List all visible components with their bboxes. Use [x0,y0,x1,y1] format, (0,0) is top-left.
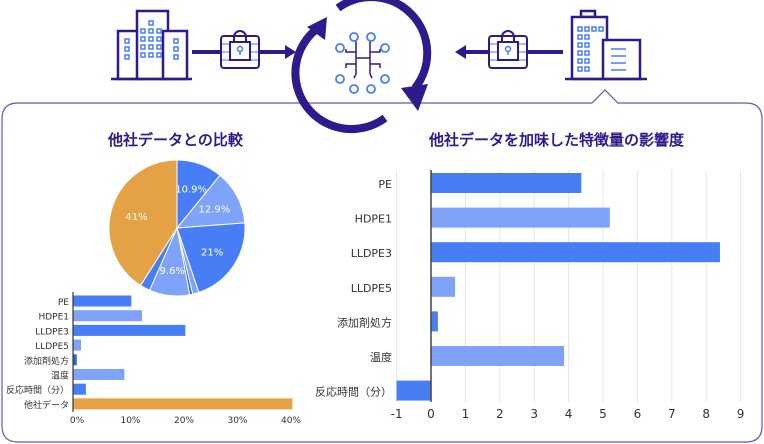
x-tick-label: 10% [120,416,140,426]
bar-label: HDPE1 [38,313,69,323]
bar-label: LLDPE5 [35,342,69,352]
x-tick-label: 20% [174,416,194,426]
bar-label: 添加剤処方 [24,355,69,367]
bar-label: 反応時間（分） [6,384,69,396]
bar-label: 温度 [370,350,392,364]
company-building-icon [111,9,192,81]
ai-circuit-icon [335,32,390,94]
encrypted-data-lock-icon-right [488,30,528,69]
x-tick-label: 4 [565,407,573,421]
encrypted-data-lock-icon [220,30,260,69]
bar-label: LLDPE3 [35,327,69,337]
bar-label: LLDPE3 [351,247,392,260]
bar [431,346,565,366]
bar [431,311,438,332]
bar-label: 他社データ [24,399,69,411]
arrow-left-icon [455,45,466,59]
pie-data-label: 41% [125,212,147,223]
bar-label: PE [378,178,392,191]
bar-label: 添加剤処方 [337,315,392,329]
x-tick-label: 0 [427,407,435,421]
bar-label: HDPE1 [355,213,392,226]
bar-label: 温度 [51,370,69,382]
bar [431,173,582,193]
x-tick-label: 2 [496,407,504,421]
bar [73,398,293,410]
x-tick-label: -1 [391,407,403,421]
left-panel-title: 他社データとの比較 [108,131,243,149]
own-company-building-icon [565,9,647,81]
x-tick-label: 30% [227,416,247,426]
x-tick-label: 7 [668,407,676,421]
pie-slice [175,174,246,229]
bar [73,354,77,366]
bar-label: LLDPE5 [351,282,392,295]
bar-label: 反応時間（分） [315,385,392,399]
x-tick-label: 0% [70,416,85,426]
x-tick-label: 6 [634,407,642,421]
x-tick-label: 1 [462,407,470,421]
x-tick-label: 5 [599,407,607,421]
pie-slice [176,222,246,294]
bar [73,295,132,307]
bar-label: PE [58,298,69,308]
x-tick-label: 3 [530,407,538,421]
bar [73,324,186,336]
pie-data-label: 10.9% [175,184,207,195]
bar [431,242,720,263]
bar [73,310,143,322]
bar [431,207,610,228]
bar [73,383,86,395]
pie-slice [108,159,178,287]
bar [431,276,456,297]
x-tick-label: 8 [702,407,710,421]
pie-data-label: 9.6% [160,266,185,277]
right-panel-title: 他社データを加味した特徴量の影響度 [429,131,685,149]
arrow-right-icon [285,45,296,59]
x-tick-label: 40% [281,416,301,426]
bar [73,369,125,380]
pie-data-label: 12.9% [198,205,230,216]
x-tick-label: 9 [737,407,745,421]
cycle-arrows-icon [291,0,432,134]
bar [73,339,82,351]
pie-data-label: 21% [201,247,223,258]
bar [396,380,431,401]
